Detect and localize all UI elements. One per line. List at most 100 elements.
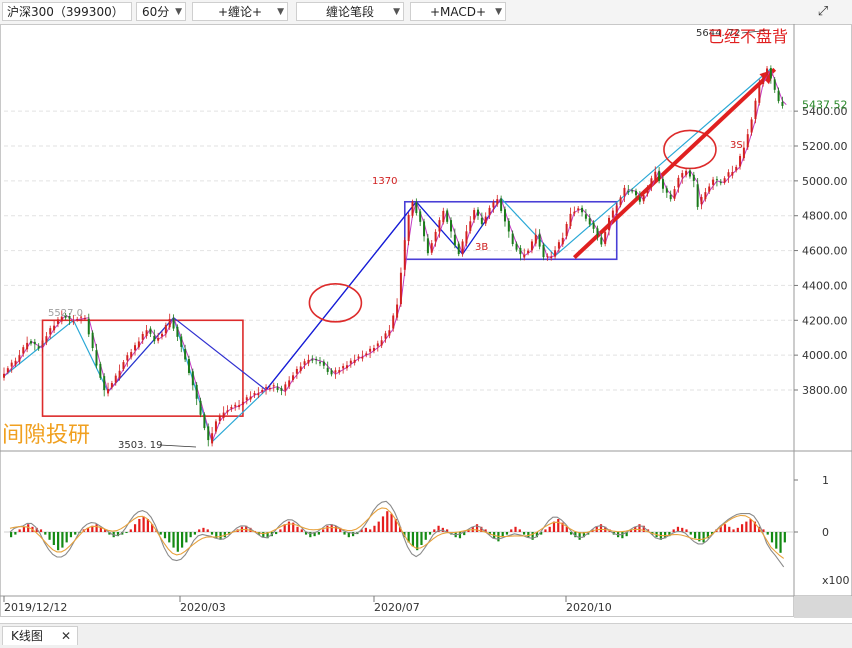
grid-layer xyxy=(0,24,852,617)
macd-bar xyxy=(163,532,167,539)
macd-indicator-select[interactable]: +MACD+ ▼ xyxy=(410,2,506,21)
hub-box xyxy=(403,200,618,261)
chan-pen-line-2 xyxy=(265,197,502,391)
macd-bar xyxy=(193,532,197,535)
instrument-title[interactable]: 沪深300（399300） xyxy=(2,2,132,21)
candle-body xyxy=(415,202,418,214)
candle-body xyxy=(554,250,557,257)
macd-bar xyxy=(411,532,415,547)
candle-body xyxy=(137,341,140,348)
macd-bar xyxy=(569,532,573,535)
candle-body xyxy=(426,238,429,254)
candle-body xyxy=(769,68,772,79)
candle-body xyxy=(326,367,329,372)
macd-bar xyxy=(685,529,688,532)
candle-body xyxy=(241,401,244,405)
macd-bar xyxy=(510,529,513,532)
candle-body xyxy=(615,205,618,213)
macd-bar xyxy=(86,527,90,532)
close-icon[interactable]: ✕ xyxy=(60,629,71,643)
candle-body xyxy=(272,385,275,387)
macd-bar xyxy=(108,532,111,535)
macd-bar xyxy=(514,526,517,532)
low-leader xyxy=(159,444,197,448)
macd-bar xyxy=(215,532,218,539)
candle-body xyxy=(708,186,711,192)
tab-kline[interactable]: K线图 ✕ xyxy=(2,626,78,645)
candle-body xyxy=(534,234,537,244)
chan-lines xyxy=(3,67,777,443)
candle-body xyxy=(114,375,117,383)
price-line xyxy=(3,68,787,444)
macd-bar xyxy=(719,525,722,532)
candle-body xyxy=(319,362,321,364)
period-select[interactable]: 60分 ▼ xyxy=(136,2,186,21)
y-tick-label: 4600.00 xyxy=(802,245,848,258)
macd-bar xyxy=(275,532,278,535)
macd-bar xyxy=(142,516,145,532)
chan-segment-line xyxy=(107,201,417,393)
candle-body xyxy=(238,405,241,407)
macd-bar xyxy=(728,526,731,532)
corner-block xyxy=(794,596,852,618)
candle-body xyxy=(288,380,291,387)
macd-bar xyxy=(116,532,120,537)
candle-body xyxy=(758,84,761,103)
candle-body xyxy=(596,228,599,236)
candle-body xyxy=(469,221,472,231)
candle-body xyxy=(22,347,25,354)
candle-body xyxy=(434,231,437,242)
macd-bar xyxy=(629,529,633,532)
candle-body xyxy=(315,358,318,361)
candle-body xyxy=(750,119,753,133)
candle-body xyxy=(731,172,734,176)
candle-body xyxy=(681,173,684,178)
candle-body xyxy=(45,336,48,343)
candle-body xyxy=(530,241,533,251)
chart-area[interactable]: 5644. 72 3503. 19 1370 3B 3S 5527.0 已经不盘背 间隙投研 … xyxy=(0,24,852,623)
candle-body xyxy=(53,325,56,331)
macd-bar xyxy=(35,527,38,532)
candle-body xyxy=(507,221,510,232)
candle-body xyxy=(457,243,460,255)
macd-unit-label: x100 xyxy=(822,574,850,587)
macd-bar xyxy=(446,529,449,532)
macd-bar xyxy=(347,532,350,538)
candle-body xyxy=(253,393,256,395)
candle-body xyxy=(3,373,5,378)
candle-body xyxy=(542,244,545,258)
expand-icon[interactable]: ⤢ xyxy=(817,4,829,19)
hub-layer xyxy=(41,200,618,417)
candle-body xyxy=(218,415,221,421)
macd-bar xyxy=(57,532,60,551)
candle-body xyxy=(453,234,456,246)
candle-body xyxy=(199,400,202,415)
candle-body xyxy=(130,352,133,358)
macd-bar xyxy=(467,529,470,532)
chan-pen-select[interactable]: 缠论笔段 ▼ xyxy=(296,2,404,21)
macd-bar xyxy=(578,532,581,540)
candle-body xyxy=(581,207,584,213)
candle-body xyxy=(307,359,310,364)
candle-body xyxy=(766,68,769,76)
candle-body xyxy=(153,335,156,342)
macd-bar xyxy=(326,525,329,532)
macd-bar xyxy=(210,532,214,535)
x-tick-label: 2020/03 xyxy=(180,601,226,614)
chan-indicator-select[interactable]: +缠论+ ▼ xyxy=(192,2,288,21)
macd-bar xyxy=(104,529,107,532)
candle-body xyxy=(110,383,113,388)
candle-body xyxy=(739,156,742,167)
macd-bar xyxy=(373,525,376,532)
candle-body xyxy=(573,211,576,214)
candle-body xyxy=(295,368,298,374)
candle-body xyxy=(746,134,749,148)
y-tick-label: 4800.00 xyxy=(802,210,848,223)
macd-bar xyxy=(711,532,714,535)
candle-body xyxy=(230,407,233,409)
chevron-down-icon: ▼ xyxy=(393,7,400,17)
candle-body xyxy=(172,318,175,329)
candle-body xyxy=(176,326,179,337)
instrument-title-label: 沪深300（399300） xyxy=(7,5,124,19)
